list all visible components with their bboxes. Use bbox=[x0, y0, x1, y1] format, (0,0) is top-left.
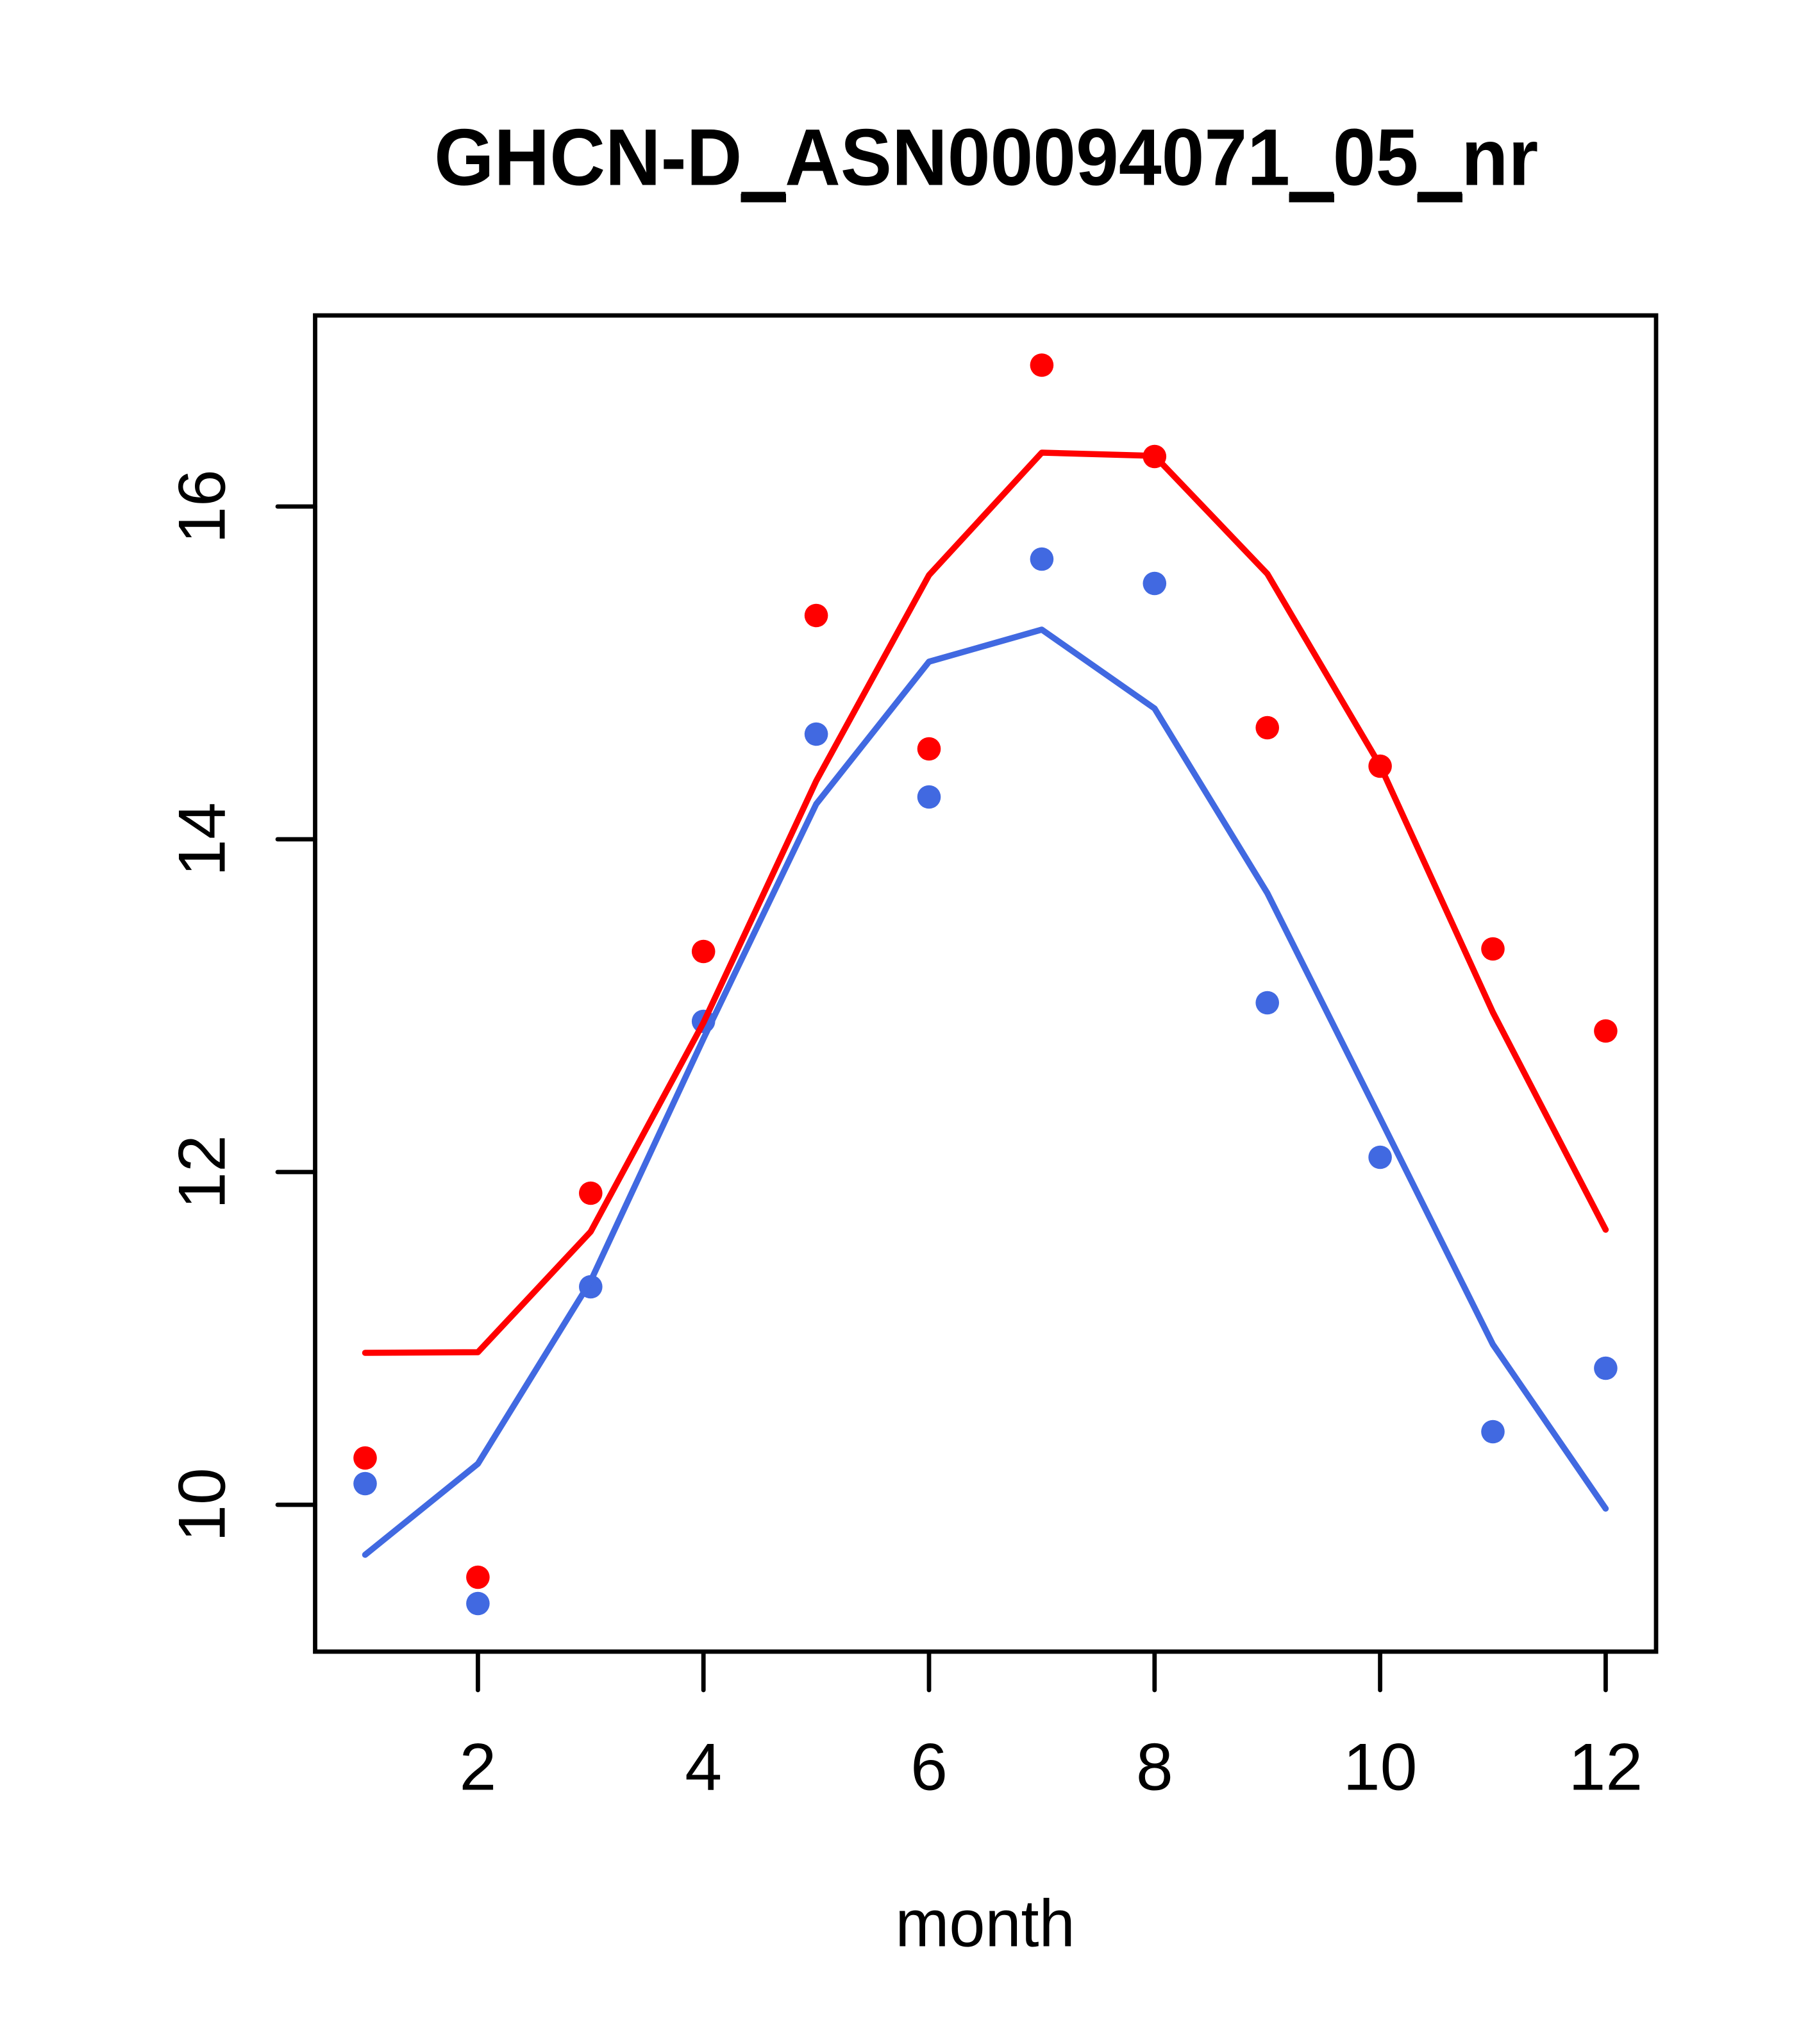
svg-text:12: 12 bbox=[1569, 1730, 1643, 1805]
svg-text:8: 8 bbox=[1136, 1730, 1173, 1805]
svg-text:2: 2 bbox=[459, 1730, 496, 1805]
svg-text:14: 14 bbox=[165, 802, 240, 876]
svg-text:6: 6 bbox=[910, 1730, 948, 1805]
svg-text:12: 12 bbox=[165, 1135, 240, 1209]
svg-text:month: month bbox=[895, 1886, 1075, 1961]
svg-text:10: 10 bbox=[1343, 1730, 1418, 1805]
svg-text:GHCN-D_ASN00094071_05_nr: GHCN-D_ASN00094071_05_nr bbox=[434, 112, 1538, 202]
svg-text:4: 4 bbox=[685, 1730, 722, 1805]
svg-text:16: 16 bbox=[165, 469, 240, 544]
svg-text:10: 10 bbox=[165, 1468, 240, 1542]
